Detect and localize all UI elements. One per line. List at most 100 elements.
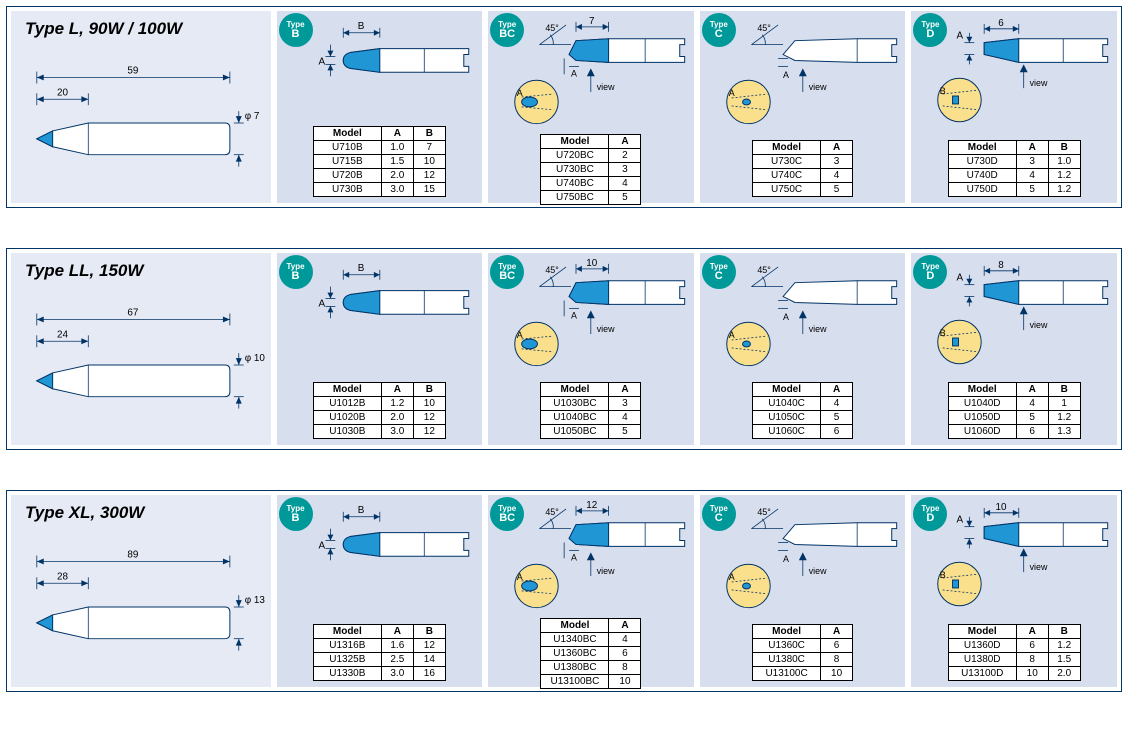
table-cell: 4	[609, 632, 641, 646]
spec-table: ModelAU1340BC4U1360BC6U1380BC8U13100BC10	[540, 618, 641, 689]
table-cell: U730C	[753, 155, 821, 169]
table-row: U710B1.07	[313, 141, 445, 155]
table-cell: U740D	[948, 169, 1016, 183]
table-cell: U1030BC	[541, 397, 609, 411]
table-cell: 2.0	[381, 169, 413, 183]
table-row: U13100BC10	[541, 674, 641, 688]
table-row: U750BC5	[541, 190, 641, 204]
table-cell: 1.2	[1048, 411, 1080, 425]
svg-text:view: view	[1030, 320, 1048, 330]
spec-table: ModelABU1316B1.612U1325B2.514U1330B3.016	[313, 624, 446, 681]
table-cell: 3.0	[381, 183, 413, 197]
table-cell: 12	[413, 169, 445, 183]
table-cell: U1380C	[753, 653, 821, 667]
col-header: Model	[753, 383, 821, 397]
svg-text:A: A	[571, 552, 577, 562]
col-header: A	[381, 383, 413, 397]
col-header: Model	[541, 383, 609, 397]
table-cell: 10	[413, 155, 445, 169]
svg-text:45°: 45°	[757, 507, 771, 517]
table-cell: 15	[413, 183, 445, 197]
spec-table: ModelABU1360D61.2U1380D81.5U13100D102.0	[948, 624, 1081, 681]
svg-text:45°: 45°	[546, 507, 560, 517]
svg-text:φ 13: φ 13	[245, 595, 265, 606]
table-cell: U1340BC	[541, 632, 609, 646]
table-row: U1380C8	[753, 653, 853, 667]
table-cell: 10	[821, 667, 853, 681]
svg-text:10: 10	[996, 502, 1007, 513]
table-cell: U720BC	[541, 148, 609, 162]
table-row: U1360BC6	[541, 646, 641, 660]
tip-panel-bc: TypeBC 45° 10 A view A ModelA	[488, 253, 694, 445]
table-cell: 3	[1016, 155, 1048, 169]
table-row: U720B2.012	[313, 169, 445, 183]
col-header: B	[1048, 141, 1080, 155]
table-cell: U750C	[753, 183, 821, 197]
table-cell: U710B	[313, 141, 381, 155]
col-header: A	[381, 127, 413, 141]
table-cell: U1030B	[313, 425, 381, 439]
tip-panel-bc: TypeBC 45° 12 A view A ModelA	[488, 495, 694, 687]
svg-text:59: 59	[127, 66, 139, 77]
svg-text:67: 67	[127, 308, 138, 319]
col-header: A	[381, 625, 413, 639]
table-row: U730D31.0	[948, 155, 1080, 169]
spec-table: ModelAU1040C4U1050C5U1060C6	[752, 382, 853, 439]
table-cell: U1040BC	[541, 411, 609, 425]
table-cell: 1.2	[1048, 169, 1080, 183]
table-cell: U1060C	[753, 425, 821, 439]
svg-text:φ 7: φ 7	[245, 111, 260, 122]
section-title: Type L, 90W / 100W	[25, 19, 265, 39]
col-header: A	[821, 625, 853, 639]
col-header: B	[413, 383, 445, 397]
table-cell: U1380BC	[541, 660, 609, 674]
table-cell: 1.0	[1048, 155, 1080, 169]
table-cell: U1360BC	[541, 646, 609, 660]
tip-panel-d: TypeD A 10 view B ModelABU1360D61	[911, 495, 1117, 687]
col-header: A	[609, 383, 641, 397]
svg-text:view: view	[597, 82, 615, 92]
table-row: U1360D61.2	[948, 639, 1080, 653]
type-badge: TypeB	[279, 13, 313, 47]
table-row: U750D51.2	[948, 183, 1080, 197]
table-cell: 2.0	[1048, 667, 1080, 681]
table-cell: U1050C	[753, 411, 821, 425]
table-cell: 1.3	[1048, 425, 1080, 439]
svg-text:A: A	[728, 330, 734, 340]
header-panel: Type XL, 300W 89 28 φ 13	[11, 495, 271, 687]
type-badge: TypeC	[702, 13, 736, 47]
catalog-root: Type L, 90W / 100W 59 20 φ 7 TypeB	[6, 6, 1122, 692]
table-cell: 6	[1016, 639, 1048, 653]
type-badge: TypeBC	[490, 13, 524, 47]
col-header: Model	[541, 134, 609, 148]
table-cell: U1050D	[948, 411, 1016, 425]
col-header: B	[1048, 383, 1080, 397]
svg-text:A: A	[517, 330, 523, 340]
col-header: Model	[948, 141, 1016, 155]
table-cell: 5	[609, 190, 641, 204]
table-cell: U1330B	[313, 667, 381, 681]
col-header: Model	[313, 625, 381, 639]
table-cell: 1.5	[1048, 653, 1080, 667]
table-row: U1050C5	[753, 411, 853, 425]
spec-table: ModelABU1012B1.210U1020B2.012U1030B3.012	[313, 382, 446, 439]
table-row: U740D41.2	[948, 169, 1080, 183]
table-cell: 1.2	[1048, 639, 1080, 653]
table-row: U715B1.510	[313, 155, 445, 169]
svg-text:6: 6	[999, 18, 1005, 29]
col-header: A	[1016, 383, 1048, 397]
svg-text:B: B	[940, 86, 946, 96]
header-panel: Type LL, 150W 67 24 φ 10	[11, 253, 271, 445]
section-title: Type LL, 150W	[25, 261, 265, 281]
table-cell: 4	[609, 411, 641, 425]
svg-text:view: view	[1030, 78, 1048, 88]
svg-text:45°: 45°	[757, 265, 771, 275]
table-cell: 3	[609, 397, 641, 411]
table-row: U13100D102.0	[948, 667, 1080, 681]
col-header: A	[1016, 625, 1048, 639]
table-cell: U740BC	[541, 176, 609, 190]
header-panel: Type L, 90W / 100W 59 20 φ 7	[11, 11, 271, 203]
spec-table: ModelAU720BC2U730BC3U740BC4U750BC5	[540, 134, 641, 205]
svg-text:view: view	[809, 324, 827, 334]
table-cell: 14	[413, 653, 445, 667]
